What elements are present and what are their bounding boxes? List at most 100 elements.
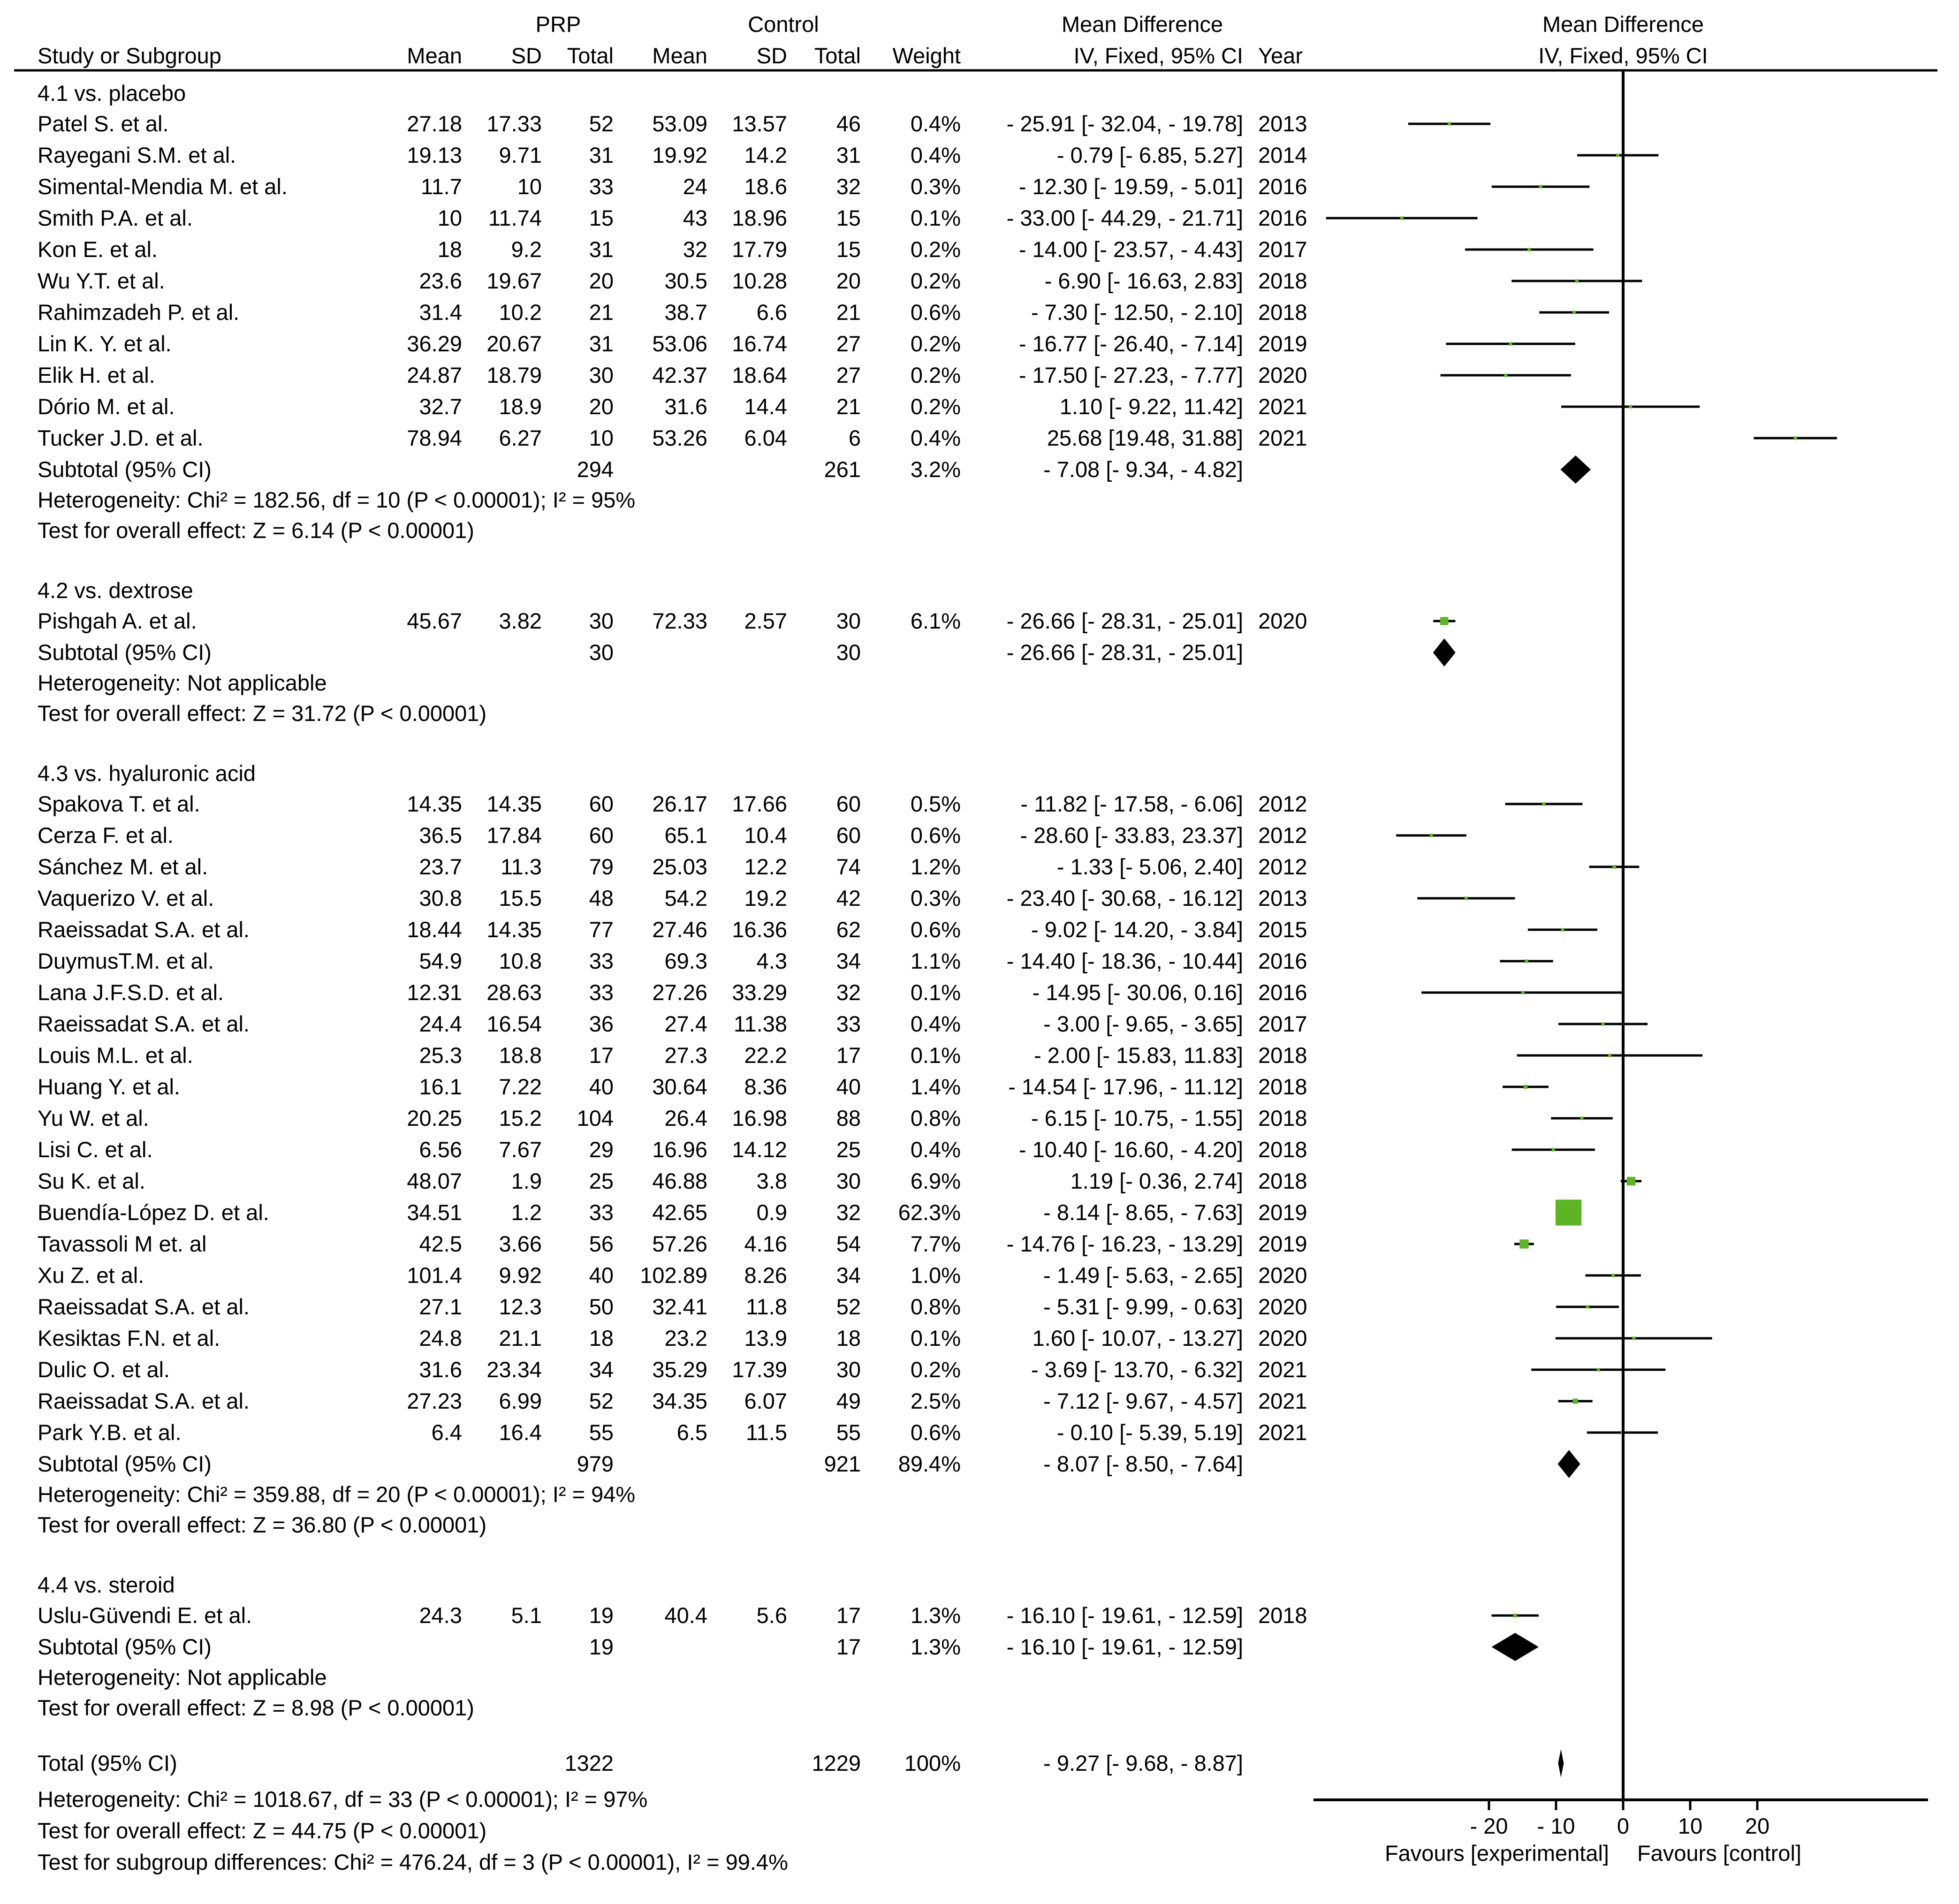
study-sd-control: 17.66 [732,791,787,816]
study-mean-prp: 14.35 [407,791,462,816]
study-total-control: 49 [836,1388,861,1413]
study-point-marker [1429,834,1433,837]
study-mean-control: 40.4 [665,1603,707,1628]
subtotal-diamond [1433,638,1456,667]
study-year: 2012 [1258,854,1307,879]
study-total-prp: 30 [589,363,614,387]
col-header-weight: Weight [893,43,961,68]
study-sd-control: 16.36 [732,917,787,942]
study-sd-control: 14.4 [744,394,787,419]
favours-right-label: Favours [control] [1637,1841,1801,1866]
study-point-marker [1572,1398,1578,1404]
study-sd-prp: 17.33 [486,111,542,136]
study-mean-prp: 31.6 [419,1357,462,1382]
study-sd-control: 12.2 [744,854,787,879]
total-total-prp: 1322 [564,1751,614,1775]
study-weight: 0.6% [911,917,961,942]
study-point-marker [1611,1274,1615,1277]
study-mean-prp: 16.1 [419,1074,462,1099]
study-total-prp: 33 [589,948,614,973]
study-name: Rahimzadeh P. et al. [38,300,239,325]
subgroup-difference-test: Test for subgroup differences: Chi² = 47… [38,1850,788,1874]
study-total-prp: 60 [589,823,614,848]
study-name: Pishgah A. et al. [38,608,197,633]
study-total-prp: 60 [589,791,614,816]
study-sd-control: 13.57 [732,111,787,136]
header-plot: Mean Difference [1542,12,1704,37]
study-mean-control: 26.17 [652,791,707,816]
study-mean-prp: 32.7 [419,394,462,419]
study-year: 2020 [1258,363,1307,387]
subgroup-overall-effect: Test for overall effect: Z = 6.14 (P < 0… [38,518,474,543]
study-mean-prp: 19.13 [407,143,462,167]
study-mean-prp: 36.5 [419,823,462,848]
study-point-marker [1440,617,1449,625]
study-mean-prp: 27.18 [407,111,462,136]
study-ci: 1.19 [- 0.36, 2.74] [1071,1168,1243,1193]
study-year: 2021 [1258,1357,1307,1382]
study-ci: - 2.00 [- 15.83, 11.83] [1034,1043,1243,1068]
study-weight: 0.8% [911,1294,961,1319]
study-mean-control: 53.26 [652,425,707,450]
study-sd-control: 4.3 [757,948,787,973]
study-total-prp: 55 [589,1420,614,1445]
study-sd-prp: 20.67 [486,331,542,356]
study-mean-control: 30.64 [652,1074,707,1099]
x-axis-tick-label: 0 [1617,1813,1629,1838]
study-weight: 1.3% [911,1603,961,1628]
study-ci: - 16.10 [- 19.61, - 12.59] [1007,1603,1243,1628]
study-weight: 0.2% [911,331,961,356]
study-total-control: 30 [836,608,861,633]
study-total-control: 74 [836,854,861,879]
study-mean-prp: 6.4 [432,1420,462,1445]
study-mean-control: 42.65 [652,1200,707,1225]
study-point-marker [1542,802,1546,806]
study-year: 2017 [1258,237,1307,262]
study-year: 2018 [1258,1137,1307,1162]
x-axis-tick-label: 10 [1678,1813,1702,1838]
study-name: Kon E. et al. [38,237,158,262]
study-point-marker [1596,1368,1600,1372]
study-sd-prp: 12.3 [499,1294,542,1319]
study-weight: 0.5% [911,791,961,816]
study-name: Spakova T. et al. [38,791,200,816]
study-sd-prp: 19.67 [486,268,542,293]
subtotal-diamond [1557,1450,1580,1478]
study-year: 2013 [1258,886,1307,910]
study-point-marker [1509,342,1512,346]
study-year: 2021 [1258,394,1307,419]
study-weight: 0.3% [911,174,961,199]
study-point-marker [1586,1305,1589,1309]
study-weight: 0.6% [911,823,961,848]
total-diamond [1558,1749,1564,1777]
study-mean-prp: 101.4 [407,1263,462,1288]
study-sd-prp: 11.3 [501,854,542,879]
study-ci: - 3.00 [- 9.65, - 3.65] [1043,1011,1243,1036]
study-point-marker [1632,1336,1636,1340]
study-point-marker [1521,991,1525,994]
study-sd-prp: 28.63 [486,980,542,1005]
subgroup-heterogeneity: Heterogeneity: Chi² = 182.56, df = 10 (P… [38,487,635,512]
study-mean-control: 23.2 [665,1326,707,1350]
study-sd-control: 8.26 [744,1263,787,1288]
study-total-prp: 34 [589,1357,614,1382]
study-ci: - 6.15 [- 10.75, - 1.55] [1031,1106,1243,1130]
study-year: 2016 [1258,980,1307,1005]
study-point-marker [1539,185,1542,189]
study-year: 2020 [1258,1263,1307,1288]
study-weight: 0.1% [911,980,961,1005]
study-name: Tavassoli M et. al [38,1231,206,1256]
study-sd-control: 33.29 [732,980,787,1005]
study-sd-prp: 5.1 [511,1603,542,1628]
study-ci: - 0.10 [- 5.39, 5.19] [1057,1420,1243,1445]
study-sd-control: 11.8 [746,1294,787,1319]
study-mean-control: 31.6 [665,394,707,419]
study-weight: 62.3% [898,1200,961,1225]
study-point-marker [1793,436,1797,440]
study-point-marker [1519,1239,1529,1249]
study-ci: - 1.33 [- 5.06, 2.40] [1057,854,1243,879]
study-ci: - 0.79 [- 6.85, 5.27] [1057,143,1243,167]
study-total-prp: 40 [589,1074,614,1099]
study-point-marker [1612,865,1616,869]
study-name: Dório M. et al. [38,394,175,419]
